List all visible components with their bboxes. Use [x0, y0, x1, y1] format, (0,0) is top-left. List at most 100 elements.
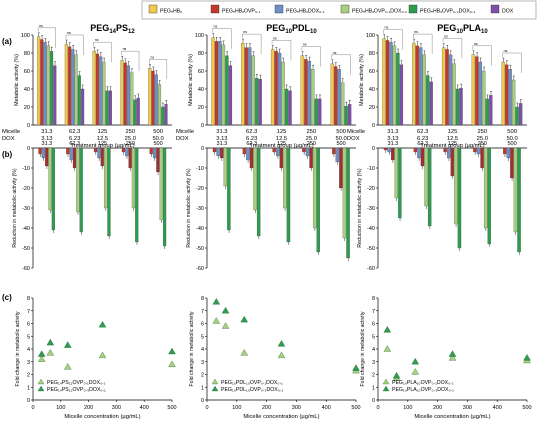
bar [270, 49, 275, 126]
bar [480, 147, 484, 169]
bar [46, 45, 50, 126]
bar [485, 98, 489, 126]
y-tick-label: 80 [198, 51, 204, 57]
bar [53, 65, 57, 126]
y-tick-label: 2 [201, 373, 204, 379]
bar [445, 49, 449, 126]
bar [255, 78, 259, 126]
y-tick-label: 1 [201, 385, 204, 391]
significance-label: ns [95, 38, 99, 42]
bar [161, 106, 165, 126]
y-tick-label: -60 [196, 266, 204, 272]
x-tick-label: 500 [154, 141, 163, 147]
bar [162, 147, 167, 247]
y-tick-label: 6 [27, 322, 30, 328]
bar [72, 147, 77, 169]
data-point [277, 351, 286, 359]
bar [99, 56, 103, 126]
data-point [98, 320, 107, 328]
x-tick-label: 6.23 [246, 136, 257, 142]
bar [136, 97, 140, 126]
row-label: DOX [176, 136, 189, 142]
significance-bracket [271, 40, 292, 61]
y-tick-label: -40 [367, 226, 375, 232]
y-tick-label: 7 [27, 309, 30, 315]
data-point [37, 350, 46, 357]
y-tick-label: -50 [196, 246, 204, 252]
x-tick-label: 300 [463, 405, 472, 411]
bar [300, 55, 305, 126]
x-tick-label: 400 [493, 405, 502, 411]
y-tick-label: 80 [369, 51, 375, 57]
significance-label: ns [303, 43, 307, 47]
y-axis-label: Metabolic activity (%) [359, 54, 365, 106]
data-point [411, 368, 420, 375]
bar [258, 78, 262, 126]
bar [105, 90, 109, 126]
bar [152, 147, 157, 159]
panel-title: PEG14PS12 [90, 23, 135, 35]
bar [511, 79, 516, 126]
bar [413, 147, 418, 153]
x-tick-label: 125 [448, 141, 457, 147]
bar [76, 147, 80, 213]
bar [45, 147, 49, 167]
bar [422, 54, 426, 126]
significance-label: ns [150, 55, 154, 59]
bar [482, 70, 486, 126]
y-axis-label: Metabolic activity (%) [188, 54, 194, 106]
data-point [392, 371, 401, 379]
bar [218, 41, 222, 126]
x-tick-label: 12.5 [276, 136, 287, 142]
significance-bracket [65, 34, 84, 55]
y-tick-label: 3 [27, 360, 30, 366]
x-tick-label: 250 [307, 141, 316, 147]
significance-label: ns [384, 26, 388, 30]
bar [211, 37, 215, 126]
y-tick-label: 20 [24, 105, 30, 111]
x-tick-label: 500 [336, 129, 346, 135]
bar [337, 69, 341, 126]
bar [108, 90, 112, 126]
x-tick-label: 0 [205, 405, 208, 411]
row-label: Micelle [176, 129, 194, 135]
legend-entry: PEGₙHBₓOVP₀.₁DOX₀.₁ [352, 9, 407, 15]
y-tick-label: 1 [372, 385, 375, 391]
x-tick-label: 6.23 [417, 136, 428, 142]
x-tick-label: 50.0 [335, 136, 346, 142]
bar [249, 147, 254, 169]
bar [244, 47, 248, 126]
x-tick-label: 62.3 [69, 141, 80, 147]
y-tick-label: 60 [369, 69, 375, 75]
data-point [240, 315, 249, 323]
x-tick-label: 400 [322, 405, 331, 411]
legend: PEGₙHBₓ PEGₙHBₓOVP₀.₁ PEGₙHBₓDOX₀.₁ PEGₙHBₓ… [141, 0, 537, 20]
x-tick-label: 62.3 [69, 129, 80, 135]
y-tick-label: 100 [366, 33, 375, 39]
data-point [448, 350, 457, 357]
bar [389, 42, 393, 126]
bar [256, 147, 261, 237]
bar [309, 147, 313, 169]
y-tick-label: 8 [372, 296, 375, 302]
bar [100, 147, 104, 167]
legend-swatch [210, 4, 220, 14]
bar [51, 147, 55, 231]
bar [246, 147, 250, 161]
bar [123, 62, 127, 126]
y-tick-label: -20 [367, 186, 375, 192]
bar [314, 98, 318, 126]
bar [120, 60, 124, 126]
y-axis-label: Fold change in metabolic activity [189, 311, 195, 386]
y-tick-label: 0 [372, 123, 375, 129]
bar [69, 147, 73, 161]
data-point [221, 322, 230, 329]
bar [454, 147, 458, 225]
bar [443, 147, 447, 153]
panel-title: PEG10PLA10 [437, 23, 488, 35]
y-tick-label: 6 [372, 322, 375, 328]
bar [272, 147, 276, 153]
legend-entry: PEGₙHBₓDOX₀.₁ [286, 9, 325, 15]
panel-b: (b) 0 -10 -20 -30 -40 -50 -60 Reduction in metab… [2, 141, 527, 272]
bar [429, 81, 433, 126]
